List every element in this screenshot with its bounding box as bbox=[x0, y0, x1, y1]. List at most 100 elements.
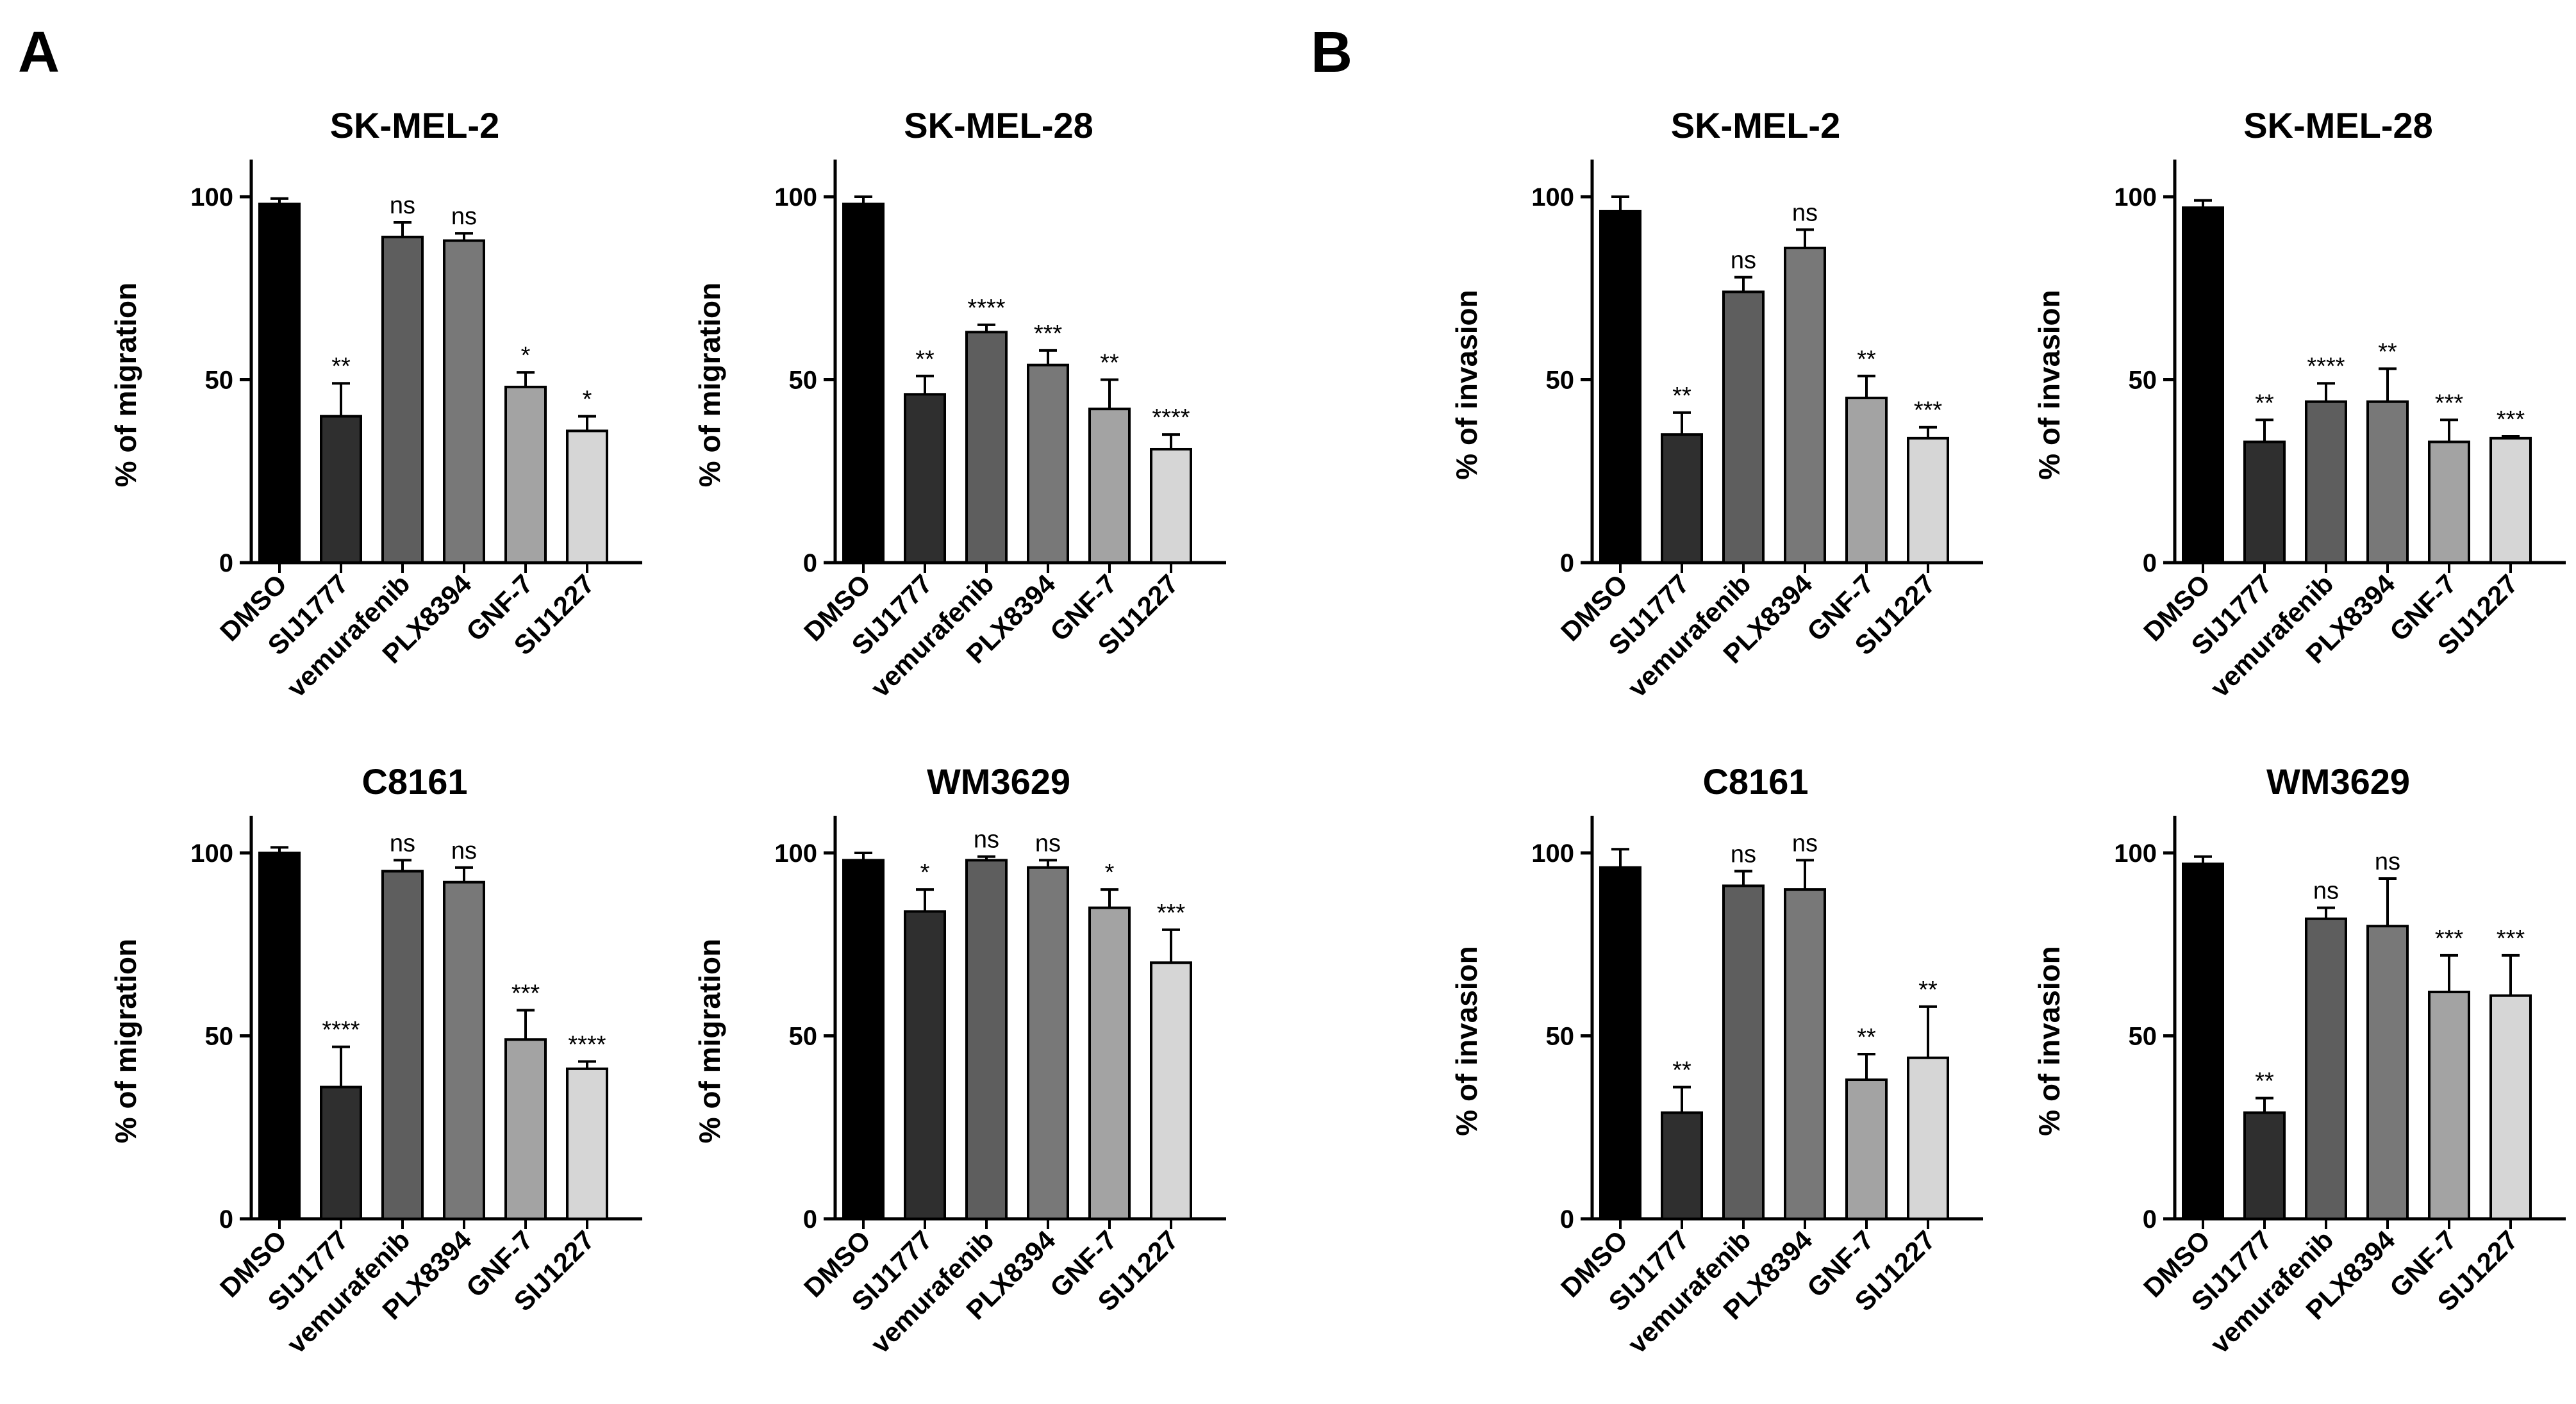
chart-b-sk-mel-28-ytick-label-100: 100 bbox=[2114, 183, 2157, 211]
chart-a-c8161-bar-sij1777 bbox=[320, 1086, 362, 1220]
chart-a-sk-mel-2-bar-sij1777 bbox=[320, 415, 362, 564]
chart-a-sk-mel-2-significance-sij1227: * bbox=[583, 386, 592, 413]
chart-a-wm3629-significance-vemurafenib: ns bbox=[974, 827, 999, 854]
chart-b-sk-mel-2-significance-sij1227: *** bbox=[1914, 397, 1943, 424]
chart-b-wm3629-significance-gnf-7: *** bbox=[2435, 925, 2464, 952]
chart-b-sk-mel-28-bar-vemurafenib bbox=[2305, 400, 2347, 565]
chart-b-c8161-bar-sij1227 bbox=[1907, 1056, 1949, 1221]
chart-b-sk-mel-2-significance-gnf-7: ** bbox=[1857, 346, 1876, 373]
chart-a-sk-mel-28-significance-gnf-7: ** bbox=[1100, 350, 1119, 377]
chart-a-c8161-significance-gnf-7: *** bbox=[511, 980, 540, 1007]
chart-b-wm3629-bar-plx8394 bbox=[2366, 925, 2409, 1220]
chart-a-c8161-bar-dmso bbox=[258, 852, 301, 1220]
chart-a-c8161-significance-sij1777: **** bbox=[322, 1017, 360, 1044]
chart-b-sk-mel-2-significance-vemurafenib: ns bbox=[1731, 247, 1756, 274]
chart-b-c8161-bar-dmso bbox=[1599, 866, 1641, 1220]
chart-a-sk-mel-2-ytick-label-100: 100 bbox=[190, 183, 233, 211]
chart-a-wm3629-significance-gnf-7: * bbox=[1105, 859, 1115, 886]
panel-letter-b: B bbox=[1311, 21, 1352, 85]
chart-b-sk-mel-28-bar-dmso bbox=[2182, 206, 2224, 564]
chart-a-wm3629-bar-dmso bbox=[842, 859, 885, 1221]
chart-b-wm3629-significance-sij1777: ** bbox=[2255, 1068, 2274, 1095]
chart-b-sk-mel-28: SK-MEL-28% of invasion050100DMSO**SIJ177… bbox=[2032, 105, 2566, 703]
chart-b-sk-mel-2-ytick-label-0: 0 bbox=[1560, 549, 1574, 577]
chart-b-sk-mel-28-significance-plx8394: ** bbox=[2378, 338, 2397, 365]
chart-b-sk-mel-2-significance-sij1777: ** bbox=[1672, 383, 1691, 409]
chart-a-sk-mel-28-bar-sij1227 bbox=[1150, 447, 1192, 564]
chart-a-sk-mel-2-bar-plx8394 bbox=[443, 239, 485, 564]
chart-a-sk-mel-2-ylabel: % of migration bbox=[109, 283, 142, 487]
chart-b-wm3629-ytick-label-50: 50 bbox=[2129, 1023, 2157, 1051]
chart-a-wm3629-ylabel: % of migration bbox=[693, 939, 726, 1143]
chart-b-sk-mel-28-significance-sij1777: ** bbox=[2255, 390, 2274, 417]
chart-a-sk-mel-2: SK-MEL-2% of migration050100DMSO**SIJ177… bbox=[109, 105, 642, 703]
chart-a-sk-mel-28-ytick-label-0: 0 bbox=[803, 549, 817, 577]
chart-a-c8161-ytick-label-100: 100 bbox=[190, 839, 233, 868]
chart-b-sk-mel-2-bar-sij1227 bbox=[1907, 436, 1949, 564]
chart-b-sk-mel-28-significance-gnf-7: *** bbox=[2435, 390, 2464, 417]
chart-b-c8161: C8161% of invasion050100DMSO**SIJ1777nsv… bbox=[1450, 761, 1983, 1359]
chart-b-c8161-significance-gnf-7: ** bbox=[1857, 1024, 1876, 1051]
chart-a-sk-mel-2-bar-dmso bbox=[258, 202, 301, 565]
chart-b-sk-mel-28-ytick-label-0: 0 bbox=[2143, 549, 2157, 577]
chart-b-wm3629: WM3629% of invasion050100DMSO**SIJ1777ns… bbox=[2032, 761, 2566, 1359]
chart-a-c8161-ytick-label-0: 0 bbox=[219, 1205, 233, 1234]
chart-b-c8161-ylabel: % of invasion bbox=[1450, 946, 1483, 1136]
chart-b-c8161-ytick-label-100: 100 bbox=[1531, 839, 1574, 868]
chart-a-wm3629-significance-plx8394: ns bbox=[1035, 830, 1061, 857]
chart-a-wm3629-bar-plx8394 bbox=[1027, 866, 1069, 1220]
chart-a-sk-mel-2-ytick-label-0: 0 bbox=[219, 549, 233, 577]
chart-a-c8161-bar-gnf-7 bbox=[504, 1038, 547, 1220]
chart-a-c8161-ylabel: % of migration bbox=[109, 939, 142, 1143]
chart-a-c8161-bar-vemurafenib bbox=[381, 870, 424, 1221]
chart-a-wm3629: WM3629% of migration050100DMSO*SIJ1777ns… bbox=[693, 761, 1226, 1359]
chart-a-sk-mel-28: SK-MEL-28% of migration050100DMSO**SIJ17… bbox=[693, 105, 1226, 703]
chart-a-wm3629-significance-sij1227: *** bbox=[1157, 900, 1186, 927]
chart-b-wm3629-significance-plx8394: ns bbox=[2375, 848, 2400, 875]
chart-a-sk-mel-2-bar-gnf-7 bbox=[504, 385, 547, 564]
chart-a-c8161-significance-plx8394: ns bbox=[451, 838, 477, 864]
chart-b-c8161-bar-vemurafenib bbox=[1722, 884, 1765, 1220]
chart-a-sk-mel-2-title: SK-MEL-2 bbox=[330, 105, 499, 145]
chart-b-sk-mel-28-ylabel: % of invasion bbox=[2032, 290, 2066, 479]
chart-a-c8161-bar-plx8394 bbox=[443, 880, 485, 1221]
chart-b-wm3629-bar-sij1227 bbox=[2489, 994, 2532, 1220]
chart-a-wm3629-ytick-label-0: 0 bbox=[803, 1205, 817, 1234]
chart-a-sk-mel-28-title: SK-MEL-28 bbox=[904, 105, 1093, 145]
chart-b-sk-mel-28-bar-plx8394 bbox=[2366, 400, 2409, 565]
chart-a-sk-mel-28-ylabel: % of migration bbox=[693, 283, 726, 487]
panel-letter-a: A bbox=[18, 21, 60, 85]
chart-b-wm3629-significance-vemurafenib: ns bbox=[2313, 878, 2339, 905]
chart-b-c8161-bar-sij1777 bbox=[1661, 1111, 1703, 1221]
chart-a-sk-mel-28-bar-dmso bbox=[842, 202, 885, 565]
chart-a-sk-mel-28-bar-plx8394 bbox=[1027, 363, 1069, 564]
chart-b-wm3629-ytick-label-100: 100 bbox=[2114, 839, 2157, 868]
chart-b-sk-mel-28-bar-sij1777 bbox=[2243, 440, 2286, 564]
chart-b-sk-mel-28-significance-vemurafenib: **** bbox=[2307, 353, 2345, 380]
chart-b-wm3629-ylabel: % of invasion bbox=[2032, 946, 2066, 1136]
chart-a-sk-mel-28-significance-sij1227: **** bbox=[1152, 404, 1190, 431]
chart-a-c8161-significance-sij1227: **** bbox=[568, 1031, 606, 1058]
chart-b-c8161-bar-gnf-7 bbox=[1845, 1078, 1888, 1221]
chart-b-sk-mel-2-bar-gnf-7 bbox=[1845, 397, 1888, 564]
chart-a-c8161-bar-sij1227 bbox=[566, 1067, 608, 1221]
chart-b-sk-mel-28-significance-sij1227: *** bbox=[2497, 406, 2525, 433]
chart-b-sk-mel-28-bar-sij1227 bbox=[2489, 436, 2532, 564]
chart-a-sk-mel-28-ytick-label-100: 100 bbox=[774, 183, 817, 211]
chart-a-c8161-ytick-label-50: 50 bbox=[205, 1023, 234, 1051]
chart-a-wm3629-bar-vemurafenib bbox=[965, 859, 1008, 1221]
chart-b-wm3629-title: WM3629 bbox=[2266, 761, 2410, 802]
chart-b-sk-mel-2-bar-sij1777 bbox=[1661, 433, 1703, 565]
chart-b-sk-mel-2-ytick-label-50: 50 bbox=[1546, 367, 1575, 395]
chart-a-wm3629-ytick-label-100: 100 bbox=[774, 839, 817, 868]
chart-b-sk-mel-28-bar-gnf-7 bbox=[2428, 440, 2470, 564]
chart-b-c8161-ytick-label-50: 50 bbox=[1546, 1023, 1575, 1051]
chart-b-sk-mel-2-significance-plx8394: ns bbox=[1792, 199, 1818, 226]
chart-a-c8161: C8161% of migration050100DMSO****SIJ1777… bbox=[109, 761, 642, 1359]
chart-a-c8161-title: C8161 bbox=[361, 761, 467, 802]
chart-b-wm3629-bar-vemurafenib bbox=[2305, 917, 2347, 1221]
chart-b-c8161-significance-vemurafenib: ns bbox=[1731, 841, 1756, 868]
chart-a-sk-mel-2-bar-vemurafenib bbox=[381, 235, 424, 564]
chart-b-wm3629-ytick-label-0: 0 bbox=[2143, 1205, 2157, 1234]
